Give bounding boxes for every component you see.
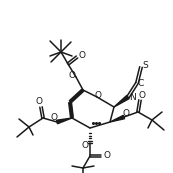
Text: O: O — [79, 52, 85, 61]
Text: C: C — [138, 79, 144, 88]
Text: O: O — [139, 90, 145, 99]
Polygon shape — [57, 118, 72, 124]
Text: O: O — [35, 98, 43, 107]
Polygon shape — [110, 115, 125, 122]
Text: O: O — [81, 140, 89, 149]
Polygon shape — [114, 95, 129, 107]
Text: O: O — [103, 152, 111, 161]
Text: O: O — [69, 71, 75, 80]
Text: S: S — [142, 61, 148, 71]
Text: O: O — [94, 92, 102, 101]
Text: O: O — [122, 108, 130, 117]
Text: N: N — [129, 93, 135, 102]
Text: O: O — [51, 113, 57, 122]
